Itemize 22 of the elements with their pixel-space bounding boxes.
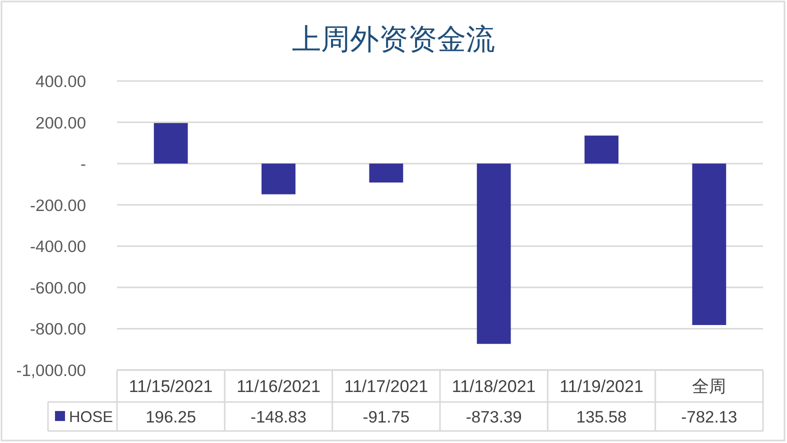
y-tick-label: -600.00 [30, 279, 86, 298]
y-tick-label: -1,000.00 [16, 362, 86, 380]
x-label: 11/15/2021 [128, 377, 213, 396]
value-label: 196.25 [146, 408, 196, 426]
value-label: -873.39 [466, 408, 522, 426]
y-tick-label: - [80, 156, 86, 174]
y-tick-label: 200.00 [36, 114, 86, 132]
x-label: 11/16/2021 [236, 377, 320, 396]
x-label: 11/18/2021 [452, 377, 536, 396]
y-tick-label: -400.00 [30, 238, 86, 256]
y-tick-label: 400.00 [36, 73, 86, 91]
y-tick-label: -200.00 [30, 196, 86, 215]
value-label: 135.58 [576, 408, 627, 426]
title: 上周外资资金流 [292, 24, 495, 56]
value-label: -782.13 [681, 408, 738, 426]
x-label: 全周 [692, 377, 726, 396]
x-label: 11/17/2021 [344, 377, 428, 396]
x-label: 11/19/2021 [560, 377, 644, 396]
legend-label: HOSE [69, 409, 113, 426]
value-label: -91.75 [362, 408, 410, 426]
y-tick-label: -800.00 [30, 320, 86, 339]
value-label: -148.83 [250, 408, 306, 426]
